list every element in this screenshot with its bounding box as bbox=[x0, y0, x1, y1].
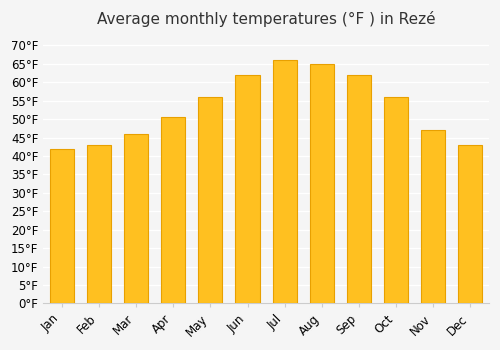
Bar bbox=[384, 97, 408, 303]
Bar bbox=[347, 75, 371, 303]
Title: Average monthly temperatures (°F ) in Rezé: Average monthly temperatures (°F ) in Re… bbox=[97, 11, 436, 27]
Bar bbox=[421, 130, 446, 303]
Bar bbox=[458, 145, 482, 303]
Bar bbox=[50, 149, 74, 303]
Bar bbox=[310, 64, 334, 303]
Bar bbox=[161, 117, 186, 303]
Bar bbox=[236, 75, 260, 303]
Bar bbox=[272, 60, 296, 303]
Bar bbox=[87, 145, 111, 303]
Bar bbox=[124, 134, 148, 303]
Bar bbox=[198, 97, 222, 303]
